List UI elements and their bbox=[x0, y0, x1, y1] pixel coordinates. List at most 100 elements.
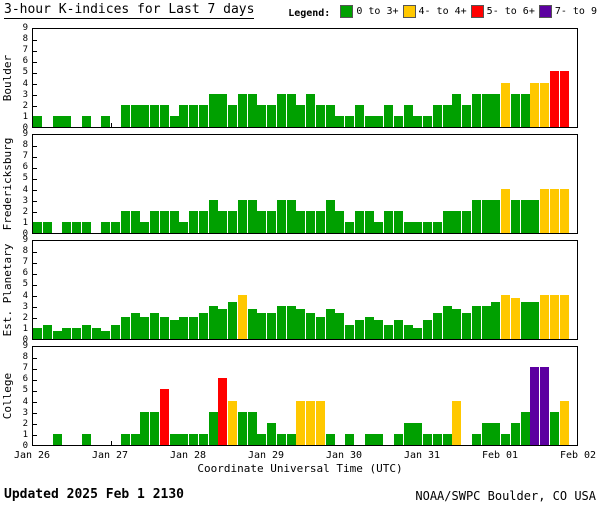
legend-item: 0 to 3+ bbox=[340, 5, 399, 18]
y-tick-label: 5 bbox=[22, 385, 28, 396]
y-tick bbox=[33, 106, 37, 108]
k-index-bar bbox=[393, 320, 403, 339]
k-index-bar bbox=[247, 309, 257, 339]
k-index-bar bbox=[462, 313, 471, 339]
y-tick-label: 4 bbox=[22, 78, 28, 89]
k-index-bar bbox=[540, 82, 549, 127]
x-tick bbox=[111, 123, 112, 127]
y-tick bbox=[33, 145, 37, 147]
k-index-bar bbox=[296, 210, 306, 233]
k-index-bar bbox=[42, 221, 52, 233]
k-index-bar bbox=[306, 400, 315, 445]
k-index-bar bbox=[315, 104, 325, 127]
y-tick-label: 0 bbox=[22, 229, 28, 239]
k-index-bar bbox=[72, 327, 81, 339]
k-index-bar bbox=[247, 93, 257, 127]
k-index-bar bbox=[81, 221, 91, 233]
k-index-bar bbox=[257, 313, 267, 339]
k-index-bar bbox=[354, 104, 364, 127]
k-index-bar bbox=[267, 104, 276, 127]
k-index-bar bbox=[530, 199, 540, 233]
k-index-bar bbox=[140, 411, 150, 445]
y-tick-label: 0 bbox=[22, 335, 28, 345]
y-tick-label: 2 bbox=[22, 312, 28, 323]
k-index-bar bbox=[150, 104, 159, 127]
k-index-bar bbox=[364, 210, 374, 233]
k-index-bar bbox=[111, 221, 120, 233]
k-index-bar bbox=[442, 433, 452, 445]
k-index-bar bbox=[228, 400, 237, 445]
k-index-bar bbox=[481, 305, 491, 339]
k-index-bar bbox=[296, 400, 306, 445]
k-index-bar bbox=[81, 324, 91, 339]
k-index-bar bbox=[169, 320, 179, 339]
k-index-bar bbox=[267, 210, 276, 233]
k-index-bar bbox=[169, 115, 179, 127]
y-tick-label: 8 bbox=[22, 246, 28, 257]
y-tick-label: 8 bbox=[22, 140, 28, 151]
y-tick bbox=[33, 296, 37, 298]
k-index-bar bbox=[335, 313, 345, 339]
k-index-bar bbox=[198, 433, 208, 445]
y-tick bbox=[33, 212, 37, 214]
k-index-bar bbox=[510, 199, 520, 233]
k-index-bar bbox=[208, 305, 218, 339]
k-index-bar bbox=[530, 302, 540, 339]
legend-item: 4- to 4+ bbox=[402, 5, 467, 18]
updated-timestamp: Updated 2025 Feb 1 2130 bbox=[4, 487, 185, 502]
panel-boulder bbox=[32, 28, 578, 128]
y-tick-label: 0 bbox=[22, 441, 28, 451]
k-index-bar bbox=[208, 93, 218, 127]
y-tick-label: 4 bbox=[22, 396, 28, 407]
k-index-bar bbox=[471, 199, 481, 233]
k-index-bar bbox=[374, 221, 384, 233]
panel-fredericksburg bbox=[32, 134, 578, 234]
k-index-bar bbox=[159, 104, 169, 127]
panel-est-planetary bbox=[32, 240, 578, 340]
y-tick-label: 0 bbox=[22, 123, 28, 133]
k-index-bar bbox=[150, 411, 159, 445]
k-index-bar bbox=[325, 199, 335, 233]
k-index-bar bbox=[549, 71, 559, 127]
k-index-bar bbox=[413, 422, 423, 445]
y-tick bbox=[33, 284, 37, 286]
y-tick-label: 9 bbox=[22, 341, 28, 351]
k-index-bar bbox=[462, 104, 471, 127]
y-tick-label: 3 bbox=[22, 301, 28, 312]
k-index-bar bbox=[403, 221, 413, 233]
y-tick-label: 7 bbox=[22, 363, 28, 374]
station-label-college: College bbox=[1, 372, 14, 420]
y-tick-label: 6 bbox=[22, 162, 28, 173]
k-index-bar bbox=[501, 294, 510, 339]
k-index-bar bbox=[159, 316, 169, 339]
k-index-bar bbox=[228, 210, 237, 233]
k-index-bar bbox=[501, 433, 510, 445]
k-index-bar bbox=[130, 433, 140, 445]
y-tick-label: 2 bbox=[22, 206, 28, 217]
legend-swatch-icon bbox=[402, 5, 416, 18]
k-index-bar bbox=[237, 294, 247, 339]
y-tick-label: 4 bbox=[22, 184, 28, 195]
k-index-bar bbox=[364, 115, 374, 127]
k-index-bar bbox=[374, 433, 384, 445]
k-index-bar bbox=[120, 210, 130, 233]
k-index-bar bbox=[520, 199, 530, 233]
k-index-bar bbox=[423, 433, 432, 445]
x-axis-label: Feb 02 bbox=[559, 450, 597, 461]
k-index-bar bbox=[471, 433, 481, 445]
legend-item: 5- to 6+ bbox=[470, 5, 535, 18]
k-index-bar bbox=[315, 316, 325, 339]
y-tick-label: 2 bbox=[22, 100, 28, 111]
y-tick bbox=[33, 39, 37, 41]
k-index-bar bbox=[52, 115, 62, 127]
y-tick bbox=[33, 435, 37, 437]
k-index-bar bbox=[228, 302, 237, 339]
k-index-bar bbox=[510, 297, 520, 339]
k-index-bar bbox=[179, 433, 189, 445]
k-index-bar bbox=[413, 115, 423, 127]
k-index-bar bbox=[423, 221, 432, 233]
k-index-bar bbox=[481, 93, 491, 127]
y-tick-label: 1 bbox=[22, 111, 28, 122]
y-tick-label: 1 bbox=[22, 429, 28, 440]
